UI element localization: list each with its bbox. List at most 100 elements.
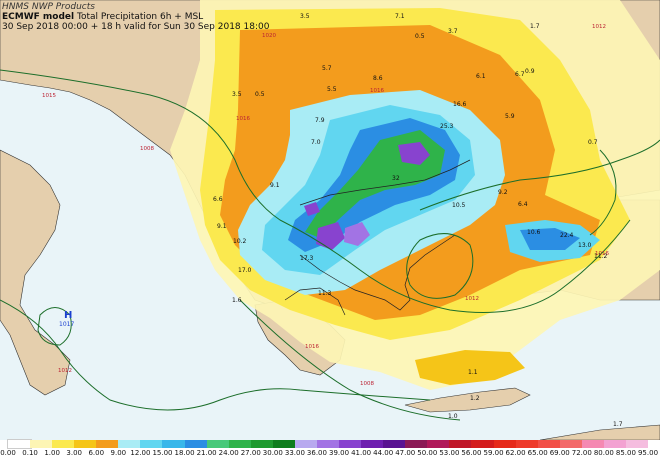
- colorbar-tick-label: 3.00: [66, 449, 82, 457]
- colorbar-tick-label: 85.00: [615, 449, 636, 457]
- colorbar-swatch: [537, 440, 561, 448]
- colorbar-swatch: [272, 440, 296, 448]
- precip-value-label: 10.2: [233, 238, 247, 245]
- validity-line: 30 Sep 2018 00:00 + 18 h valid for Sun 3…: [2, 22, 270, 32]
- precip-value-label: 3.5: [300, 13, 310, 20]
- colorbar-swatch: [515, 440, 539, 448]
- isobar-label: 1008: [360, 381, 374, 387]
- colorbar-tick-label: 36.00: [306, 449, 327, 457]
- precip-value-label: 3.5: [232, 91, 242, 98]
- colorbar-swatch: [228, 440, 252, 448]
- precip-value-label: 1.7: [613, 421, 623, 428]
- colorbar-swatch: [118, 440, 141, 448]
- precip-value-label: 6.7: [515, 71, 525, 78]
- isobar-1016: [0, 299, 431, 411]
- colorbar-tick-label: 53.00: [439, 449, 460, 457]
- precip-value-label: 0.5: [255, 91, 265, 98]
- precip-value-label: 6.6: [213, 196, 223, 203]
- precip-value-label: 8.6: [373, 75, 383, 82]
- high-pressure-value: 1017: [59, 321, 74, 328]
- colorbar-swatch: [250, 440, 274, 448]
- colorbar-swatch: [206, 440, 230, 448]
- precip-value-label: 1.6: [232, 297, 242, 304]
- isobar-label: 1012: [592, 24, 606, 30]
- precip-value-label: 1.0: [448, 413, 458, 420]
- precip-value-label: 7.9: [315, 117, 325, 124]
- isobar-label: 1020: [262, 33, 276, 39]
- colorbar-tick-label: 72.00: [571, 449, 592, 457]
- colorbar-tick-label: 62.00: [505, 449, 526, 457]
- map-header: HNMS NWP Products ECMWF model Total Prec…: [2, 2, 269, 32]
- precip-purple-north: [398, 142, 430, 165]
- isobar-ring-south: [406, 233, 474, 299]
- colorbar-tick-label: 69.00: [549, 449, 570, 457]
- colorbar-swatch: [471, 440, 494, 448]
- precip-value-label: 1.2: [470, 395, 480, 402]
- colorbar-tick-label: 33.00: [284, 449, 305, 457]
- colorbar-tick-label: 9.00: [110, 449, 127, 457]
- precip-value-label: 3.7: [448, 28, 458, 35]
- isobar-label: 1012: [465, 296, 479, 302]
- precip-crete-orange: [415, 350, 525, 385]
- colorbar-swatch: [184, 440, 208, 448]
- colorbar-swatch: [493, 440, 517, 448]
- precip-value-label: 32: [392, 175, 400, 182]
- colorbar-swatch: [427, 440, 450, 448]
- colorbar-tick-label: 24.00: [218, 449, 239, 457]
- coastline-aegean: [299, 234, 456, 311]
- isobar-south-1: [239, 299, 461, 421]
- colorbar-tick-label: 27.00: [240, 449, 261, 457]
- colorbar-swatch: [162, 440, 186, 448]
- colorbar-tick-label: 18.00: [174, 449, 195, 457]
- colorbar-swatch: [140, 440, 163, 448]
- colorbar-tick-label: 21.00: [196, 449, 217, 457]
- brand-line: HNMS NWP Products: [2, 2, 95, 12]
- colorbar-swatch: [7, 439, 32, 449]
- colorbar-swatch: [339, 440, 362, 448]
- colorbar-tick-label: 44.00: [373, 449, 394, 457]
- precip-purple-small: [304, 202, 320, 216]
- colorbar-swatch: [30, 440, 53, 448]
- colorbar-tick-label: 12.00: [130, 449, 151, 457]
- precip-value-label: 5.7: [322, 65, 332, 72]
- isobar-label: 1016: [595, 251, 609, 257]
- precip-purple-west: [316, 222, 345, 250]
- coastline-thrace: [299, 159, 471, 206]
- colorbar-tick-label: 95.00: [637, 449, 659, 457]
- colorbar-tick-label: 15.00: [152, 449, 173, 457]
- isobar-1015: [0, 69, 631, 313]
- isobar-italy-high: [37, 307, 72, 346]
- land-italy: [0, 149, 71, 396]
- precip-value-label: 25.3: [440, 123, 454, 130]
- colorbar-swatch: [383, 440, 406, 448]
- isobar-1012: [419, 139, 660, 211]
- colorbar-tick-label: 47.00: [395, 449, 416, 457]
- precip-value-label: 9.1: [270, 182, 280, 189]
- colorbar-swatch: [449, 440, 472, 448]
- precip-value-label: 11.2: [594, 253, 608, 260]
- colorbar: 0.00 0.10 1.00 3.00 6.00 9.00 12.00 15.00 18.00 2…: [0, 439, 660, 458]
- isobar-label: 1016: [236, 116, 250, 122]
- colorbar-swatch: [52, 440, 75, 448]
- isobar-label: 1012: [58, 368, 72, 374]
- isobar-low-east: [589, 149, 617, 236]
- land-africa: [539, 424, 660, 440]
- land-crete: [404, 387, 531, 413]
- precip-value-label: 11.3: [318, 290, 332, 297]
- isobar-label-group: 1020 1015 1016 1012 1008 1016 1016 1012 1008 1012…: [42, 24, 609, 387]
- precip-value-label: 9.1: [217, 223, 227, 230]
- colorbar-tick-label: 80.00: [593, 449, 614, 457]
- colorbar-tick-label: 0.10: [22, 449, 38, 457]
- precip-value-label: 6.1: [476, 73, 486, 80]
- isobar-label: 1016: [370, 88, 384, 94]
- colorbar-swatch: [625, 440, 649, 448]
- colorbar-swatch: [559, 440, 583, 448]
- precip-value-label: 0.7: [588, 139, 598, 146]
- high-pressure-symbol: H: [64, 310, 72, 321]
- colorbar-swatch: [74, 440, 97, 448]
- precip-value-label: 5.5: [327, 86, 337, 93]
- colorbar-swatch: [603, 440, 627, 448]
- colorbar-swatch: [316, 440, 340, 448]
- colorbar-tick-label: 50.00: [417, 449, 438, 457]
